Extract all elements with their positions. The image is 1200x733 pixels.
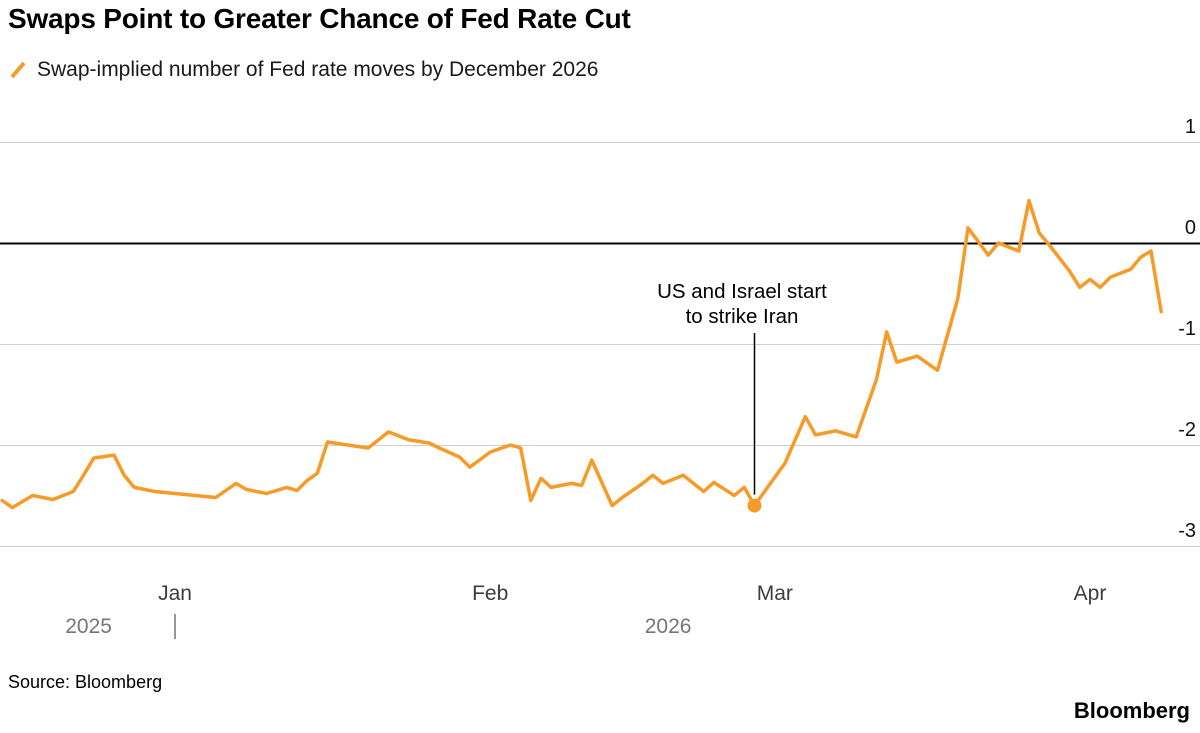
x-tick-label: Feb bbox=[472, 582, 508, 605]
series-line bbox=[0, 198, 1163, 510]
annotation-marker-dot bbox=[747, 498, 762, 513]
source-note: Source: Bloomberg bbox=[8, 672, 163, 692]
annotation-text-line1: US and Israel start bbox=[657, 280, 827, 303]
x-tick-label: Jan bbox=[158, 582, 192, 605]
orange-slash-stroke bbox=[10, 61, 26, 79]
annotation-text-line2: to strike Iran bbox=[686, 305, 799, 328]
y-tick-label: 0 bbox=[1185, 217, 1196, 239]
year-label: 2026 bbox=[645, 615, 692, 638]
orange-slash-icon bbox=[10, 61, 26, 79]
axis-layer: 1 0 -1 -2 -3 Jan Feb Mar Apr 2025 2026 bbox=[65, 116, 1196, 639]
y-tick-label: -2 bbox=[1178, 419, 1196, 441]
annotation-layer: US and Israel start to strike Iran bbox=[657, 280, 827, 513]
x-tick-label: Mar bbox=[757, 582, 793, 605]
y-tick-label: -3 bbox=[1178, 520, 1196, 542]
grid-layer bbox=[0, 142, 1200, 547]
legend: Swap-implied number of Fed rate moves by… bbox=[8, 58, 598, 82]
legend-label: Swap-implied number of Fed rate moves by… bbox=[37, 58, 599, 81]
y-tick-label: -1 bbox=[1178, 318, 1196, 340]
bloomberg-logo: Bloomberg bbox=[1073, 698, 1190, 723]
page-title: Swaps Point to Greater Chance of Fed Rat… bbox=[8, 3, 631, 34]
rate-moves-chart: 1 0 -1 -2 -3 Jan Feb Mar Apr 2025 2026 US and Isra… bbox=[0, 116, 1200, 639]
year-label: 2025 bbox=[65, 615, 112, 638]
series-layer bbox=[0, 198, 1163, 510]
y-tick-label: 1 bbox=[1185, 116, 1196, 138]
x-tick-label: Apr bbox=[1074, 582, 1107, 605]
